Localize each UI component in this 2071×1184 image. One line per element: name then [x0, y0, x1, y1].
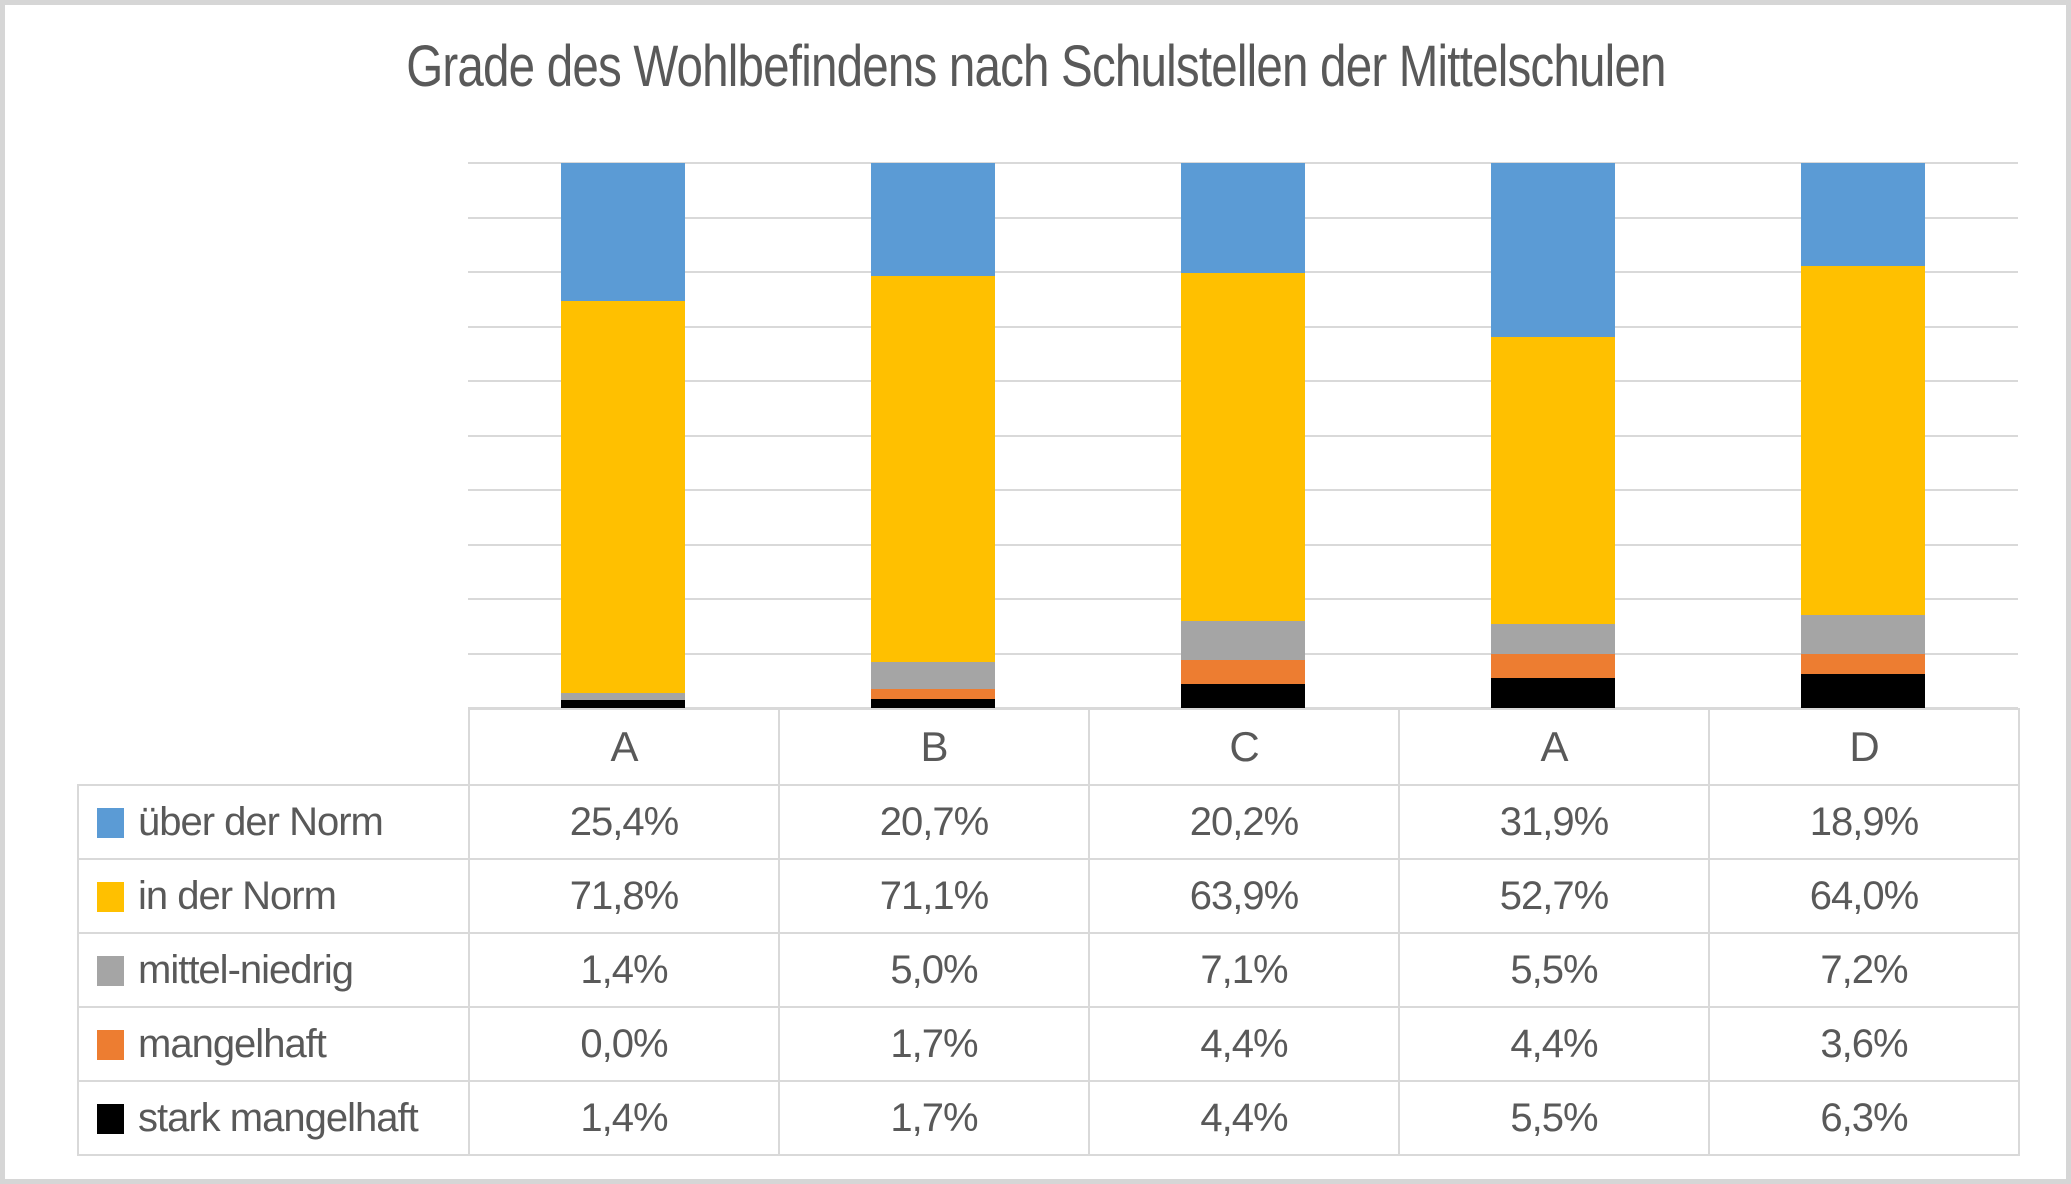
chart-title-text: Grade des Wohlbefindens nach Schulstelle… [405, 34, 1666, 99]
bar-column-c-2 [1088, 163, 1398, 708]
table-value-cell-uber-der-norm-0: 25,4% [468, 784, 780, 860]
table-value-cell-mittel-niedrig-4: 7,2% [1708, 932, 2020, 1008]
bar-stack-a-3 [1491, 163, 1615, 708]
legend-label-uber-der-norm: über der Norm [138, 799, 384, 844]
legend-cell-mittel-niedrig: mittel-niedrig [77, 932, 470, 1008]
table-value-cell-uber-der-norm-2: 20,2% [1088, 784, 1400, 860]
bar-stack-b-1 [871, 163, 995, 708]
table-value-cell-mangelhaft-1: 1,7% [778, 1006, 1090, 1082]
legend-cell-uber-der-norm: über der Norm [77, 784, 470, 860]
table-row-in-der-norm: in der Norm 71,8% 71,1% 63,9% 52,7% 64,0% [77, 858, 2020, 934]
table-value-cell-stark-mangelhaft-3: 5,5% [1398, 1080, 1710, 1156]
table-value-cell-stark-mangelhaft-2: 4,4% [1088, 1080, 1400, 1156]
bar-segment-in-der-norm [1491, 336, 1615, 625]
bar-column-b-1 [778, 163, 1088, 708]
bar-segment-mangelhaft [1801, 654, 1925, 674]
table-header-cell-a-0: A [468, 708, 780, 786]
bar-segment-stark-mangelhaft [1181, 683, 1305, 708]
table-value-cell-in-der-norm-3: 52,7% [1398, 858, 1710, 934]
legend-swatch-uber-der-norm [97, 807, 124, 838]
legend-swatch-stark-mangelhaft [97, 1103, 124, 1134]
legend-swatch-mittel-niedrig [97, 955, 124, 986]
table-value-cell-in-der-norm-1: 71,1% [778, 858, 1090, 934]
table-header-cell-c-2: C [1088, 708, 1400, 786]
bar-column-d-4 [1708, 163, 2018, 708]
bar-segment-mangelhaft [1491, 654, 1615, 678]
bar-column-a-3 [1398, 163, 1708, 708]
bar-segment-uber-der-norm [561, 163, 685, 302]
table-value-cell-mittel-niedrig-0: 1,4% [468, 932, 780, 1008]
table-row-mittel-niedrig: mittel-niedrig 1,4% 5,0% 7,1% 5,5% 7,2% [77, 932, 2020, 1008]
legend-cell-in-der-norm: in der Norm [77, 858, 470, 934]
table-value-cell-in-der-norm-2: 63,9% [1088, 858, 1400, 934]
table-header-cell-d-4: D [1708, 708, 2020, 786]
bar-segment-in-der-norm [871, 275, 995, 663]
table-value-cell-stark-mangelhaft-4: 6,3% [1708, 1080, 2020, 1156]
bar-segment-mittel-niedrig [1181, 621, 1305, 661]
gridline [468, 707, 2018, 709]
table-body: über der Norm 25,4% 20,7% 20,2% 31,9% 18,9% in… [77, 784, 2020, 1156]
bar-segment-mittel-niedrig [871, 662, 995, 690]
bar-segment-stark-mangelhaft [871, 698, 995, 708]
chart-title: Grade des Wohlbefindens nach Schulstelle… [5, 33, 2066, 100]
table-value-cell-uber-der-norm-4: 18,9% [1708, 784, 2020, 860]
legend-cell-stark-mangelhaft: stark mangelhaft [77, 1080, 470, 1156]
legend-swatch-in-der-norm [97, 881, 124, 912]
legend-cell-mangelhaft: mangelhaft [77, 1006, 470, 1082]
table-value-cell-mittel-niedrig-3: 5,5% [1398, 932, 1710, 1008]
table-value-cell-stark-mangelhaft-1: 1,7% [778, 1080, 1090, 1156]
table-value-cell-mangelhaft-4: 3,6% [1708, 1006, 2020, 1082]
bar-segment-mittel-niedrig [1801, 614, 1925, 655]
bar-segment-uber-der-norm [871, 163, 995, 276]
legend-label-mangelhaft: mangelhaft [138, 1021, 327, 1066]
table-value-cell-in-der-norm-4: 64,0% [1708, 858, 2020, 934]
table-value-cell-in-der-norm-0: 71,8% [468, 858, 780, 934]
table-row-stark-mangelhaft: stark mangelhaft 1,4% 1,7% 4,4% 5,5% 6,3% [77, 1080, 2020, 1156]
table-corner-spacer [78, 709, 469, 785]
bar-segment-uber-der-norm [1801, 163, 1925, 266]
bar-segment-uber-der-norm [1181, 163, 1305, 274]
bar-segment-mangelhaft [1181, 660, 1305, 684]
bar-segment-in-der-norm [561, 301, 685, 693]
table-value-cell-stark-mangelhaft-0: 1,4% [468, 1080, 780, 1156]
bars [468, 163, 2018, 708]
table-value-cell-mittel-niedrig-2: 7,1% [1088, 932, 1400, 1008]
legend-label-mittel-niedrig: mittel-niedrig [138, 947, 354, 992]
table-row-mangelhaft: mangelhaft 0,0% 1,7% 4,4% 4,4% 3,6% [77, 1006, 2020, 1082]
table-value-cell-uber-der-norm-3: 31,9% [1398, 784, 1710, 860]
bar-stack-a-0 [561, 163, 685, 708]
legend-swatch-mangelhaft [97, 1029, 124, 1060]
bar-segment-stark-mangelhaft [561, 700, 685, 708]
bar-stack-d-4 [1801, 163, 1925, 708]
legend-label-in-der-norm: in der Norm [138, 873, 337, 918]
legend-label-stark-mangelhaft: stark mangelhaft [138, 1095, 419, 1140]
table-header-cell-a-3: A [1398, 708, 1710, 786]
bar-segment-stark-mangelhaft [1491, 677, 1615, 708]
bar-stack-c-2 [1181, 163, 1305, 708]
bar-column-a-0 [468, 163, 778, 708]
bar-segment-in-der-norm [1801, 266, 1925, 615]
bar-segment-mittel-niedrig [1491, 624, 1615, 655]
bar-segment-in-der-norm [1181, 273, 1305, 622]
bar-segment-uber-der-norm [1491, 163, 1615, 337]
table-value-cell-uber-der-norm-1: 20,7% [778, 784, 1090, 860]
table-value-cell-mittel-niedrig-1: 5,0% [778, 932, 1090, 1008]
table-value-cell-mangelhaft-3: 4,4% [1398, 1006, 1710, 1082]
table-header-cell-b-1: B [778, 708, 1090, 786]
table-value-cell-mangelhaft-2: 4,4% [1088, 1006, 1400, 1082]
plot-area [468, 162, 2018, 709]
table-row-uber-der-norm: über der Norm 25,4% 20,7% 20,2% 31,9% 18,9% [77, 784, 2020, 860]
bar-segment-mittel-niedrig [561, 692, 685, 701]
bar-segment-stark-mangelhaft [1801, 673, 1925, 708]
bar-segment-mangelhaft [871, 689, 995, 699]
table-value-cell-mangelhaft-0: 0,0% [468, 1006, 780, 1082]
